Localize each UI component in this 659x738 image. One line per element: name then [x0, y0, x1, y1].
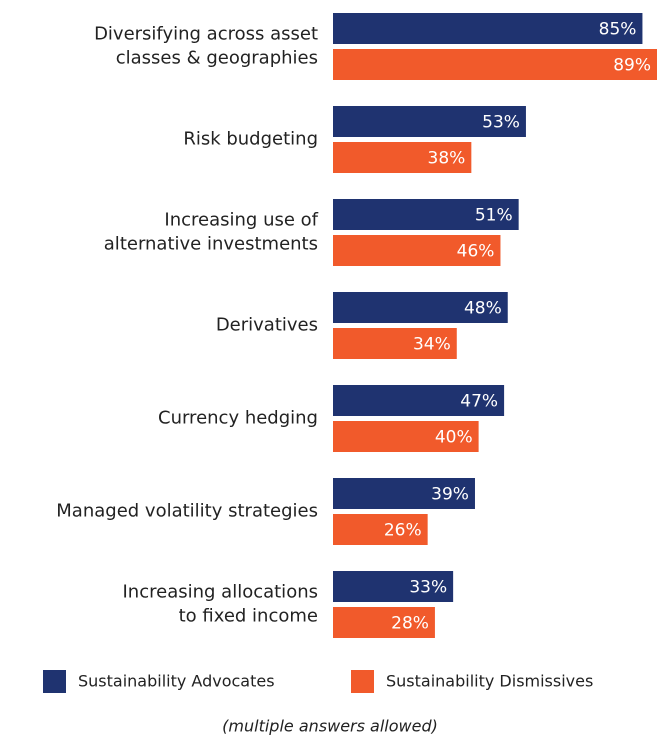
- value-label: 51%: [475, 206, 513, 226]
- value-label: 38%: [428, 149, 466, 169]
- bar: [333, 607, 435, 638]
- category-label: alternative investments: [104, 234, 318, 255]
- category-label: Currency hedging: [158, 408, 318, 429]
- value-label: 46%: [457, 242, 495, 262]
- bar: [333, 106, 526, 137]
- value-label: 47%: [460, 392, 498, 412]
- category-label: Increasing allocations: [123, 582, 319, 603]
- bar: [333, 199, 519, 230]
- bar: [333, 49, 657, 80]
- value-label: 53%: [482, 113, 520, 133]
- bar: [333, 13, 643, 44]
- bar: [333, 328, 457, 359]
- category-label: Managed volatility strategies: [56, 501, 318, 522]
- value-label: 89%: [613, 56, 651, 76]
- value-label: 33%: [409, 578, 447, 598]
- bar: [333, 235, 501, 266]
- value-label: 48%: [464, 299, 502, 319]
- legend-label: Sustainability Advocates: [78, 672, 275, 691]
- bar: [333, 421, 479, 452]
- footnote: (multiple answers allowed): [222, 717, 438, 736]
- category-label: classes & geographies: [116, 48, 318, 69]
- value-label: 85%: [599, 20, 637, 40]
- category-label: Diversifying across asset: [94, 24, 318, 45]
- value-label: 26%: [384, 521, 422, 541]
- category-label: Increasing use of: [164, 210, 318, 231]
- value-label: 39%: [431, 485, 469, 505]
- legend-swatch: [43, 670, 66, 693]
- bar: [333, 571, 454, 602]
- bar: [333, 142, 472, 173]
- bar: [333, 478, 475, 509]
- category-label: to fixed income: [179, 606, 318, 627]
- category-label: Risk budgeting: [183, 129, 318, 150]
- legend-swatch: [351, 670, 374, 693]
- bar: [333, 292, 508, 323]
- bar: [333, 385, 505, 416]
- value-label: 40%: [435, 428, 473, 448]
- value-label: 34%: [413, 335, 451, 355]
- value-label: 28%: [391, 614, 429, 634]
- bar: [333, 514, 428, 545]
- category-label: Derivatives: [216, 315, 318, 336]
- legend-label: Sustainability Dismissives: [386, 672, 593, 691]
